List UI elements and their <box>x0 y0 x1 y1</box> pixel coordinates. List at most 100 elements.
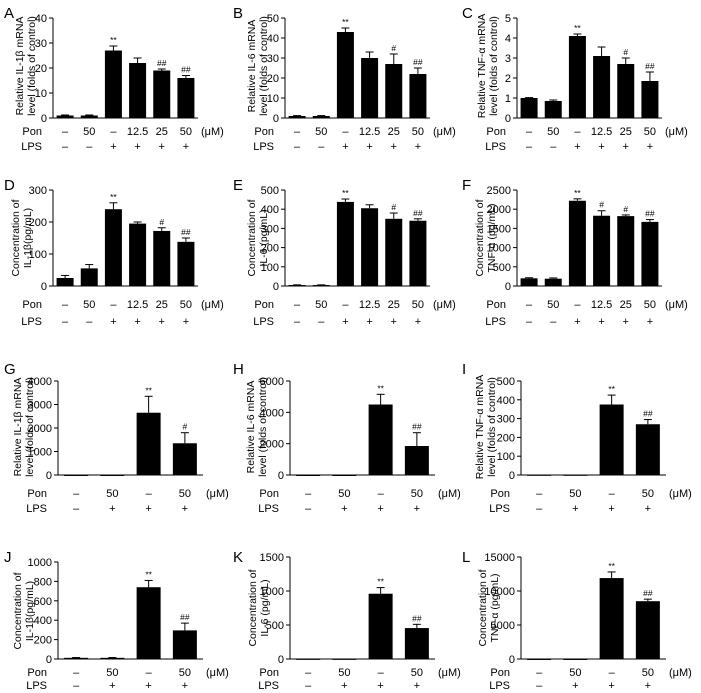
bar <box>635 601 660 659</box>
y-tick-label: 0 <box>41 281 47 293</box>
bar <box>104 209 122 286</box>
treatment-row-label: LPS <box>253 316 274 328</box>
treatment-value: 50 <box>411 488 423 500</box>
treatment-value: + <box>159 141 165 153</box>
y-axis-title-line: level (folds of control) <box>26 16 38 116</box>
significance-label: ## <box>413 208 423 218</box>
y-tick-label: 30 <box>267 53 279 65</box>
significance-label: ## <box>645 61 655 71</box>
bar <box>568 200 586 286</box>
y-axis-title-line: Relative TNF-α mRNA <box>476 14 488 118</box>
bar <box>599 578 624 659</box>
y-axis-title-line: TNF-α (pg/mL) <box>486 203 498 272</box>
bar <box>177 241 195 286</box>
treatment-row-label: LPS <box>253 141 274 153</box>
bar <box>361 208 379 286</box>
significance-label: ## <box>412 613 422 623</box>
treatment-value: – <box>305 503 312 515</box>
significance-label: ## <box>412 422 422 432</box>
y-tick-label: 0 <box>278 470 284 482</box>
y-tick-label: 0 <box>505 113 511 125</box>
treatment-value: – <box>574 299 581 311</box>
treatment-value: 50 <box>338 488 350 500</box>
significance-label: ** <box>342 188 349 198</box>
bar <box>332 474 357 476</box>
treatment-value: – <box>294 299 301 311</box>
treatment-row-label: Pon <box>259 667 279 679</box>
y-tick-label: 4000 <box>260 407 284 419</box>
bar <box>296 474 321 476</box>
y-tick-label: 3000 <box>28 400 52 412</box>
significance-label: ## <box>180 612 190 622</box>
y-tick-label: 2 <box>505 73 511 85</box>
significance-label: ** <box>377 577 384 587</box>
treatment-value: – <box>110 126 117 138</box>
treatment-value: + <box>145 503 151 515</box>
y-tick-label: 40 <box>35 13 47 25</box>
y-axis-title: Relative IL-6 mRNAlevel (folds of contro… <box>245 377 269 477</box>
treatment-value: 50 <box>644 299 656 311</box>
treatment-value: + <box>572 503 578 515</box>
treatment-value: – <box>73 667 80 679</box>
bar <box>617 216 635 286</box>
treatment-value: 50 <box>83 126 95 138</box>
treatment-value: + <box>159 316 165 328</box>
significance-label: # <box>183 422 188 432</box>
significance-label: ** <box>145 385 152 395</box>
y-tick-label: 500 <box>261 185 279 197</box>
bar <box>404 446 429 475</box>
y-tick-label: 1500 <box>260 552 284 564</box>
treatment-value: – <box>609 488 616 500</box>
treatment-value: – <box>73 680 80 692</box>
treatment-value: + <box>574 141 580 153</box>
bar <box>563 474 588 476</box>
treatment-unit: (μM) <box>201 126 224 138</box>
significance-label: ## <box>643 588 653 598</box>
y-tick-label: 1 <box>505 93 511 105</box>
y-tick-label: 500 <box>493 262 511 274</box>
y-tick-label: 5 <box>505 13 511 25</box>
y-tick-label: 1000 <box>487 243 511 255</box>
treatment-row-label: Pon <box>486 126 506 138</box>
bar <box>641 221 659 286</box>
treatment-value: – <box>294 126 301 138</box>
bar <box>332 658 357 660</box>
treatment-value: 50 <box>179 667 191 679</box>
bar <box>520 98 538 118</box>
bar <box>593 215 611 286</box>
treatment-value: 50 <box>180 126 192 138</box>
y-tick-label: 2500 <box>487 185 511 197</box>
panel-label: K <box>233 549 243 566</box>
treatment-value: 50 <box>644 126 656 138</box>
panel-label: F <box>462 177 471 194</box>
significance-label: ## <box>181 227 191 237</box>
bar <box>617 64 635 118</box>
panel-label: E <box>233 177 243 194</box>
bar <box>312 116 330 118</box>
bar <box>172 443 197 475</box>
treatment-unit: (μM) <box>433 299 456 311</box>
y-tick-label: 0 <box>505 281 511 293</box>
significance-label: ## <box>181 65 191 75</box>
y-tick-label: 200 <box>29 217 47 229</box>
y-tick-label: 20 <box>35 63 47 75</box>
bar <box>64 657 89 659</box>
bar <box>104 50 122 118</box>
y-tick-label: 30 <box>35 38 47 50</box>
bar <box>100 474 125 476</box>
y-tick-label: 4 <box>505 33 511 45</box>
treatment-value: – <box>62 299 69 311</box>
bar <box>361 58 379 118</box>
y-axis-title-line: IL-1β(pg/mL) <box>24 581 36 641</box>
treatment-unit: (μM) <box>438 488 461 500</box>
treatment-unit: (μM) <box>206 667 229 679</box>
treatment-value: + <box>366 316 372 328</box>
treatment-value: + <box>341 503 347 515</box>
treatment-unit: (μM) <box>665 299 688 311</box>
bar <box>368 404 393 475</box>
treatment-value: – <box>305 667 312 679</box>
significance-label: ## <box>157 58 167 68</box>
y-axis-title-line: IL-6 (pg/mL) <box>258 209 270 266</box>
